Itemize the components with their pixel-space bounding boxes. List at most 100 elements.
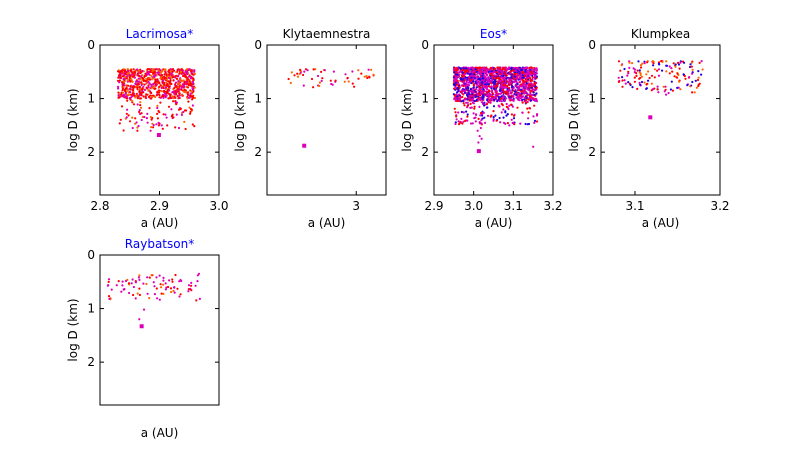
data-point [152, 85, 155, 89]
x-tick-label: 3 [352, 199, 360, 213]
data-point [454, 82, 457, 85]
data-point [164, 71, 167, 74]
data-point [166, 124, 169, 127]
data-point [676, 61, 680, 64]
data-point [137, 77, 140, 80]
data-point [470, 82, 473, 85]
data-point [138, 293, 141, 297]
data-point [468, 97, 471, 100]
data-point [154, 73, 157, 76]
y-axis-label: log D (km) [233, 88, 247, 151]
data-point [670, 80, 673, 83]
data-point [673, 75, 676, 78]
data-point [186, 82, 189, 85]
data-point [186, 72, 189, 76]
data-point [486, 91, 489, 94]
panel-5: Raybatson* 0 1 2 a (AU) log D (km) [66, 237, 220, 440]
data-point [535, 120, 539, 123]
data-point [476, 80, 479, 83]
data-point [125, 90, 128, 93]
data-point [478, 83, 481, 87]
data-point [496, 84, 499, 87]
data-point [502, 74, 505, 77]
data-point [700, 60, 703, 63]
data-point [511, 69, 514, 72]
data-point [488, 90, 491, 93]
data-point [137, 80, 141, 83]
data-point [185, 68, 188, 71]
data-point [485, 93, 488, 96]
data-point [181, 69, 184, 72]
data-point [467, 92, 471, 96]
data-point [472, 83, 475, 86]
data-point [167, 97, 170, 100]
data-point [508, 89, 511, 92]
data-point [481, 72, 484, 75]
data-point [121, 284, 124, 287]
data-point [122, 80, 126, 83]
data-point [462, 111, 465, 114]
data-point [521, 95, 525, 98]
data-point [512, 95, 515, 98]
data-point [524, 86, 527, 89]
data-point [124, 279, 128, 283]
data-point [187, 78, 190, 81]
data-point [503, 99, 506, 102]
data-point [475, 83, 479, 86]
data-point [474, 95, 477, 99]
data-point [621, 79, 624, 82]
data-point [636, 69, 639, 72]
data-point [677, 63, 681, 66]
data-point [124, 92, 127, 95]
data-point [165, 286, 168, 289]
data-point [135, 121, 138, 124]
data-point [513, 78, 516, 81]
data-point [480, 119, 483, 122]
data-point [453, 71, 456, 74]
data-point [172, 90, 175, 93]
data-point [471, 101, 474, 104]
data-point [493, 70, 496, 73]
data-point [187, 284, 191, 287]
data-point [465, 110, 468, 113]
data-point [534, 85, 537, 88]
data-point [486, 114, 490, 117]
data-point [478, 81, 481, 84]
data-point [137, 124, 140, 128]
data-point [465, 101, 468, 104]
data-point [500, 95, 503, 98]
data-point [479, 111, 483, 115]
data-point [527, 73, 530, 76]
axes-frame [433, 44, 554, 196]
data-point [532, 115, 535, 118]
data-point [650, 82, 654, 85]
data-point [521, 74, 524, 77]
data-point [174, 76, 177, 79]
data-point [489, 73, 492, 76]
data-point [164, 86, 168, 89]
data-point [466, 119, 469, 122]
data-point [187, 100, 190, 103]
y-tick-label: 1 [87, 92, 95, 106]
data-point [289, 81, 292, 85]
data-point [497, 95, 500, 98]
data-point [690, 65, 693, 68]
data-point [528, 97, 532, 100]
data-point [119, 74, 122, 77]
data-point [196, 280, 199, 283]
data-point [482, 111, 485, 114]
y-tick-label: 1 [588, 92, 596, 106]
panel-1: Lacrimosa* 2.8 2.9 3.0 0 1 2 a (AU) log D (km) [66, 27, 229, 230]
data-point [617, 76, 620, 79]
data-point [518, 66, 522, 69]
data-point [506, 113, 509, 116]
data-point [494, 86, 497, 89]
data-point [370, 68, 373, 71]
panel-title: Klumpkea [631, 27, 690, 41]
data-point [187, 290, 190, 293]
y-axis-label: log D (km) [567, 88, 581, 151]
data-point [531, 76, 534, 79]
data-point [643, 81, 646, 84]
data-point [163, 83, 166, 86]
